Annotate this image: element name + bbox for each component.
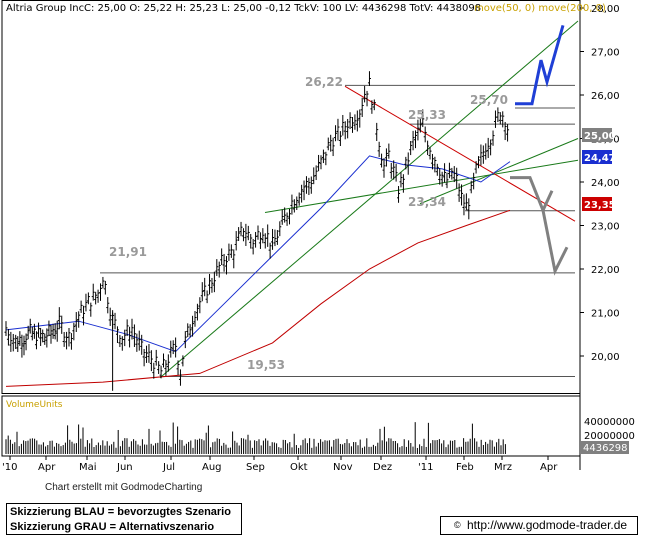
scenario-legend: Skizzierung BLAU = bevorzugtes Szenario …: [6, 503, 242, 535]
y-axis: 20,00 21,00 22,00 23,00 24,00 25,00 26,00 27,00…: [580, 4, 620, 363]
chart-credit: Chart erstellt mit GodmodeCharting: [45, 482, 203, 493]
chart-title: Altria Group Inc: [6, 3, 84, 14]
ma50-badge-bg: [582, 150, 612, 164]
legend-grey: Skizzierung GRAU = Alternativszenario: [10, 521, 215, 533]
x-tick-label: Okt: [290, 462, 308, 473]
candles: [4, 71, 510, 391]
y-tick-label: 27,00: [591, 48, 620, 59]
y-tick-label: 24,00: [591, 178, 620, 189]
y-tick-label: 23,00: [591, 222, 620, 233]
label-bottom: 19,53: [247, 358, 285, 372]
x-tick-label: Jul: [162, 462, 175, 473]
trend-resistance: [344, 85, 576, 222]
volume-last-bg: [581, 441, 629, 454]
scenario-grey-2: [541, 209, 569, 276]
y-tick-label: 21,00: [591, 309, 620, 320]
ma50-badge: 24,47: [584, 153, 616, 164]
label-recent-high: 25,70: [470, 93, 508, 107]
y-tick-label: 28,00: [591, 4, 620, 15]
y-tick-label: 26,00: [591, 91, 620, 102]
volume-last: 4436298: [583, 443, 628, 454]
x-tick-label: Aug: [202, 462, 222, 473]
x-tick-label: Feb: [456, 462, 474, 473]
copyright-icon: ©: [454, 520, 461, 530]
x-tick-label: Jun: [116, 462, 133, 473]
ma200-line: [5, 209, 511, 387]
scenario-grey-1: [510, 176, 554, 215]
scenario-blue: [515, 24, 565, 106]
volume-panel-frame: [1, 395, 581, 457]
label-mid: 25,33: [408, 108, 446, 122]
ma50-line: [5, 155, 511, 353]
x-tick-label: Mai: [79, 462, 97, 473]
x-axis: '10 Apr Mai Jun Jul Aug Sep Okt Nov Dez '11 Feb Mrz A…: [2, 456, 558, 473]
moving-average-legend: move(50, 0) move(200, 0): [474, 3, 606, 14]
ma200-badge: 23,35: [584, 200, 616, 211]
source-url[interactable]: http://www.godmode-trader.de: [467, 518, 628, 532]
trend-lines: [159, 20, 579, 379]
x-tick-label: '10: [2, 462, 17, 473]
label-low-mid: 23,34: [408, 195, 446, 209]
volume-title: VolumeUnits: [6, 400, 63, 410]
horizontal-levels: [100, 84, 575, 377]
volume-bars: [5, 422, 506, 454]
quote-line: C: 25,00 O: 25,22 H: 25,23 L: 25,00 -0,1…: [84, 3, 481, 14]
label-high: 26,22: [305, 75, 343, 89]
x-tick-label: Apr: [38, 462, 56, 473]
volume-tick-40m: 40000000: [584, 417, 635, 428]
close-badge-bg: [582, 128, 612, 142]
close-badge: 25,00: [584, 131, 616, 142]
trend-support-long: [159, 20, 579, 379]
price-panel-frame: [1, 0, 581, 394]
moving-averages: [5, 155, 511, 387]
x-tick-label: Sep: [246, 462, 265, 473]
label-left-high: 21,91: [109, 245, 147, 259]
trend-support-steep: [419, 138, 579, 205]
scenario-sketches: [510, 24, 569, 276]
legend-blue: Skizzierung BLAU = bevorzugtes Szenario: [10, 506, 231, 518]
ma200-badge-bg: [582, 197, 612, 211]
x-tick-label: Mrz: [494, 462, 512, 473]
y-tick-label: 22,00: [591, 265, 620, 276]
x-tick-label: Apr: [540, 462, 558, 473]
source-url-box[interactable]: © http://www.godmode-trader.de: [440, 516, 638, 535]
y-tick-label: 20,00: [591, 352, 620, 363]
volume-tick-20m: 20000000: [584, 431, 635, 442]
x-tick-label: Nov: [333, 462, 353, 473]
x-tick-label: Dez: [373, 462, 392, 473]
x-tick-label: '11: [418, 462, 433, 473]
trend-support-short: [264, 159, 579, 213]
